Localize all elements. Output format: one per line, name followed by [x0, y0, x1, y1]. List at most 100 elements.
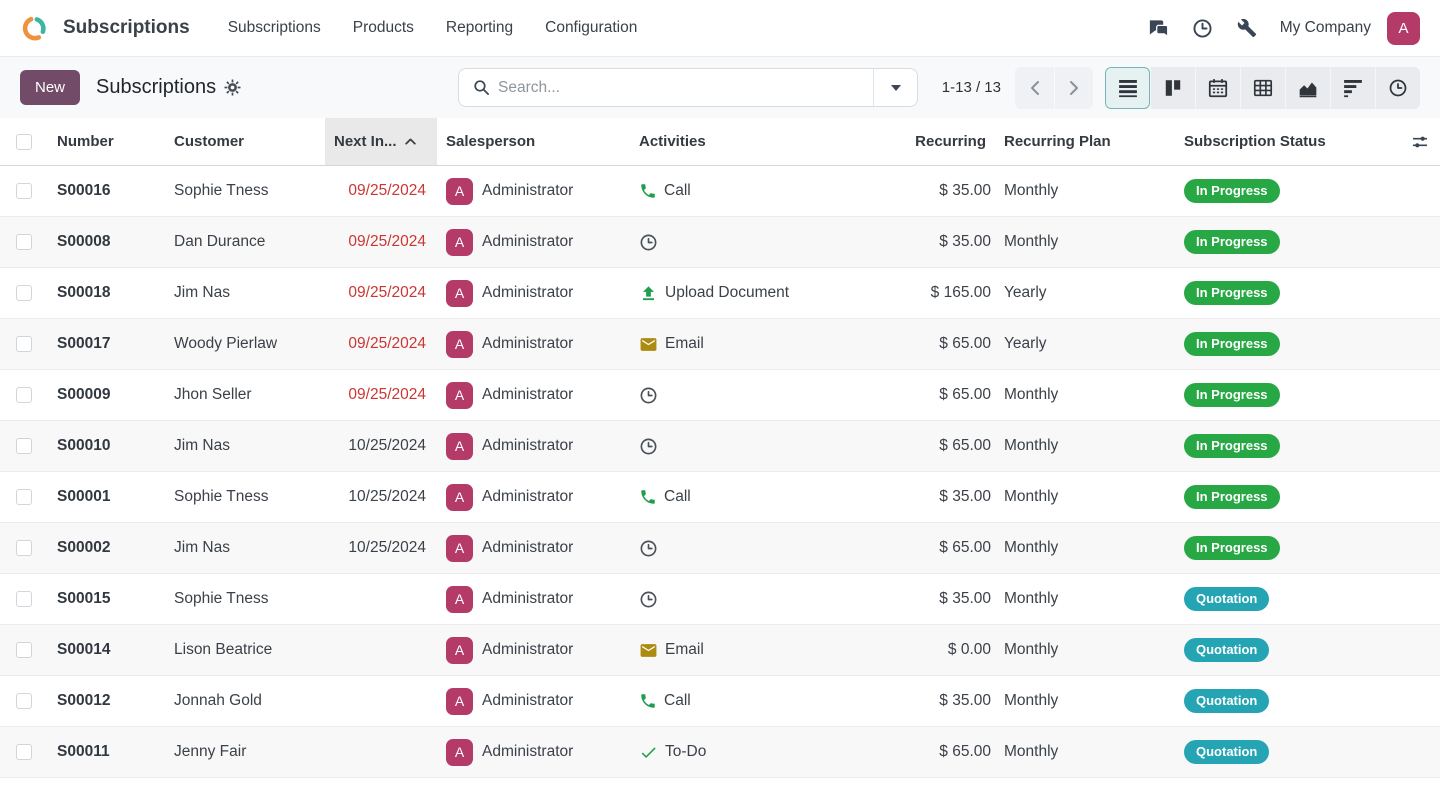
- pager-previous-button[interactable]: [1015, 66, 1054, 109]
- optional-columns-button[interactable]: [1400, 118, 1440, 165]
- row-recurring-plan: Monthly: [1004, 590, 1059, 607]
- row-activity[interactable]: [630, 574, 905, 624]
- table-row[interactable]: S00011 Jenny Fair A Administrator To-Do …: [0, 727, 1440, 778]
- subscription-status-badge: Quotation: [1184, 689, 1270, 713]
- table-row[interactable]: S00012 Jonnah Gold A Administrator Call …: [0, 676, 1440, 727]
- view-button-cohort[interactable]: [1330, 66, 1375, 109]
- row-checkbox[interactable]: [16, 693, 32, 709]
- view-button-calendar[interactable]: [1195, 66, 1240, 109]
- row-checkbox[interactable]: [16, 591, 32, 607]
- row-customer: Lison Beatrice: [174, 641, 273, 658]
- action-gear-icon[interactable]: [224, 79, 241, 96]
- table-row[interactable]: S00002 Jim Nas 10/25/2024 A Administrato…: [0, 523, 1440, 574]
- activity-label: Call: [664, 182, 691, 199]
- salesperson-name: Administrator: [482, 437, 574, 454]
- column-header-number[interactable]: Number: [57, 133, 114, 150]
- salesperson-avatar: A: [446, 432, 473, 460]
- row-next-invoice-date: 10/25/2024: [348, 488, 426, 505]
- column-header-subscription-status[interactable]: Subscription Status: [1184, 133, 1326, 150]
- salesperson-name: Administrator: [482, 233, 574, 250]
- row-number: S00015: [57, 590, 111, 607]
- row-checkbox[interactable]: [16, 234, 32, 250]
- search-dropdown-caret-icon[interactable]: [873, 69, 917, 106]
- row-checkbox[interactable]: [16, 387, 32, 403]
- pager-next-button[interactable]: [1054, 66, 1093, 109]
- row-number: S00011: [57, 743, 110, 760]
- row-checkbox[interactable]: [16, 744, 32, 760]
- new-button[interactable]: New: [20, 70, 81, 105]
- view-button-graph[interactable]: [1285, 66, 1330, 109]
- clock-activity-icon: [639, 539, 658, 558]
- todo-activity-icon: [639, 743, 658, 762]
- app-logo-icon[interactable]: [20, 15, 47, 42]
- row-activity[interactable]: [630, 370, 905, 420]
- activities-clock-icon[interactable]: [1184, 9, 1222, 47]
- table-row[interactable]: S00017 Woody Pierlaw 09/25/2024 A Admini…: [0, 319, 1440, 370]
- column-header-salesperson[interactable]: Salesperson: [446, 133, 536, 150]
- view-button-activity[interactable]: [1375, 66, 1420, 109]
- row-activity[interactable]: Call: [630, 472, 905, 522]
- salesperson-name: Administrator: [482, 641, 574, 658]
- row-checkbox[interactable]: [16, 489, 32, 505]
- salesperson-name: Administrator: [482, 488, 574, 505]
- row-activity[interactable]: [630, 523, 905, 573]
- row-recurring-plan: Monthly: [1004, 182, 1059, 199]
- messages-icon[interactable]: [1140, 9, 1178, 47]
- row-activity[interactable]: Email: [630, 319, 905, 369]
- row-checkbox[interactable]: [16, 336, 32, 352]
- row-activity[interactable]: Call: [630, 676, 905, 726]
- table-row[interactable]: S00014 Lison Beatrice A Administrator Em…: [0, 625, 1440, 676]
- row-checkbox[interactable]: [16, 642, 32, 658]
- company-switcher[interactable]: My Company: [1279, 19, 1371, 36]
- view-button-list[interactable]: [1105, 66, 1150, 109]
- row-next-invoice-date: [325, 727, 437, 777]
- column-header-next-invoice[interactable]: Next In...: [325, 118, 437, 165]
- row-salesperson: A Administrator: [437, 523, 630, 573]
- table-row[interactable]: S00018 Jim Nas 09/25/2024 A Administrato…: [0, 268, 1440, 319]
- row-activity[interactable]: [630, 217, 905, 267]
- row-number: S00010: [57, 437, 111, 454]
- breadcrumb[interactable]: Subscriptions: [96, 76, 217, 98]
- activity-label: Call: [664, 692, 691, 709]
- row-activity[interactable]: Email: [630, 625, 905, 675]
- table-row[interactable]: S00008 Dan Durance 09/25/2024 A Administ…: [0, 217, 1440, 268]
- row-activity[interactable]: Upload Document: [630, 268, 905, 318]
- salesperson-avatar: A: [446, 483, 473, 511]
- activity-view-icon: [1388, 78, 1408, 98]
- row-recurring-amount: $ 65.00: [939, 386, 991, 403]
- row-checkbox[interactable]: [16, 183, 32, 199]
- app-title[interactable]: Subscriptions: [63, 17, 190, 38]
- table-row[interactable]: S00010 Jim Nas 10/25/2024 A Administrato…: [0, 421, 1440, 472]
- search-input[interactable]: [498, 69, 873, 106]
- row-checkbox[interactable]: [16, 285, 32, 301]
- row-recurring-amount: $ 65.00: [939, 437, 991, 454]
- table-row[interactable]: S00015 Sophie Tness A Administrator $ 35…: [0, 574, 1440, 625]
- subscription-status-badge: Quotation: [1184, 638, 1270, 662]
- menu-reporting[interactable]: Reporting: [445, 19, 514, 36]
- table-row[interactable]: S00009 Jhon Seller 09/25/2024 A Administ…: [0, 370, 1440, 421]
- view-button-kanban[interactable]: [1150, 66, 1195, 109]
- select-all-checkbox[interactable]: [16, 133, 32, 150]
- table-row[interactable]: S00016 Sophie Tness 09/25/2024 A Adminis…: [0, 166, 1440, 217]
- table-row[interactable]: S00001 Sophie Tness 10/25/2024 A Adminis…: [0, 472, 1440, 523]
- menu-products[interactable]: Products: [352, 19, 414, 36]
- menu-subscriptions[interactable]: Subscriptions: [227, 19, 321, 36]
- column-header-activities[interactable]: Activities: [639, 133, 706, 150]
- row-checkbox[interactable]: [16, 438, 32, 454]
- tools-icon[interactable]: [1228, 9, 1266, 47]
- row-activity[interactable]: To-Do: [630, 727, 905, 777]
- row-recurring-amount: $ 65.00: [939, 335, 991, 352]
- view-button-pivot[interactable]: [1240, 66, 1285, 109]
- user-avatar[interactable]: A: [1387, 11, 1420, 45]
- row-activity[interactable]: Call: [630, 166, 905, 216]
- row-next-invoice-date: 10/25/2024: [348, 539, 426, 556]
- column-header-recurring[interactable]: Recurring: [915, 133, 986, 150]
- pager-range[interactable]: 1-13 / 13: [941, 79, 1001, 96]
- column-header-customer[interactable]: Customer: [174, 133, 245, 150]
- row-number: S00012: [57, 692, 111, 709]
- row-activity[interactable]: [630, 421, 905, 471]
- row-checkbox[interactable]: [16, 540, 32, 556]
- menu-configuration[interactable]: Configuration: [545, 19, 638, 36]
- row-next-invoice-date: 09/25/2024: [348, 233, 426, 250]
- column-header-recurring-plan[interactable]: Recurring Plan: [1004, 133, 1111, 150]
